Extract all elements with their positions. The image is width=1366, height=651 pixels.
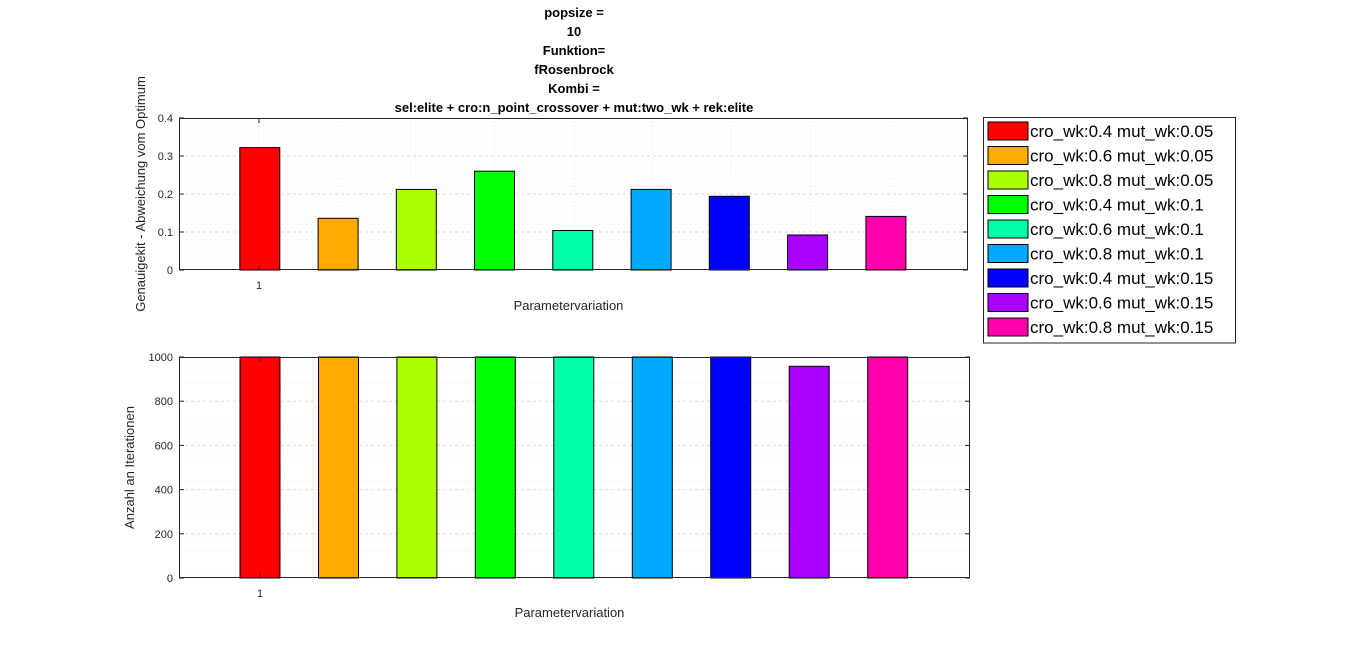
title-line: sel:elite + cro:n_point_crossover + mut:… — [395, 100, 754, 115]
x-axis-label: Parametervariation — [515, 605, 625, 620]
legend-swatch — [987, 170, 1029, 190]
bar-9 — [867, 356, 909, 579]
y-tick-label: 0.3 — [158, 151, 173, 163]
axes-box — [179, 357, 970, 578]
legend: cro_wk:0.4 mut_wk:0.05 cro_wk:0.6 mut_wk:… — [983, 117, 1236, 344]
bar-2 — [318, 356, 359, 579]
iterations-chart: 0 200 400 600 800 1000 1 Parametervariation Anza… — [122, 352, 970, 620]
legend-entry: cro_wk:0.8 mut_wk:0.15 — [1030, 318, 1213, 337]
legend-entry: cro_wk:0.6 mut_wk:0.15 — [1030, 294, 1213, 313]
title-line: popsize = — [544, 5, 604, 20]
bar-5 — [553, 356, 595, 579]
legend-swatch — [987, 317, 1029, 337]
bar-1 — [239, 356, 281, 579]
y-tick-label: 800 — [155, 396, 173, 408]
y-tick-label: 0 — [167, 573, 173, 585]
legend-entry: cro_wk:0.4 mut_wk:0.15 — [1030, 269, 1213, 288]
bar-3 — [395, 188, 437, 271]
legend-entry: cro_wk:0.4 mut_wk:0.05 — [1030, 122, 1213, 141]
legend-entry: cro_wk:0.6 mut_wk:0.1 — [1030, 220, 1204, 239]
legend-swatch — [987, 293, 1029, 312]
title-line: Funktion= — [543, 43, 606, 58]
x-tick-label: 1 — [257, 588, 263, 600]
legend-entry: cro_wk:0.6 mut_wk:0.05 — [1030, 147, 1213, 166]
bar-3 — [396, 356, 438, 579]
legend-swatch — [987, 268, 1029, 288]
axes-box — [179, 118, 968, 270]
bar-8 — [787, 234, 829, 271]
title-line: fRosenbrock — [534, 62, 614, 77]
y-tick-label: 600 — [155, 440, 173, 452]
bar-4 — [474, 170, 515, 271]
title-line: Kombi = — [548, 81, 600, 96]
bar-8 — [788, 365, 830, 579]
bar-7 — [710, 356, 752, 579]
bar-9 — [865, 215, 907, 271]
bar-5 — [552, 230, 594, 271]
legend-swatch — [987, 146, 1029, 165]
legend-swatch — [987, 195, 1029, 214]
legend-swatch — [987, 244, 1029, 263]
chart-title: popsize = 10 Funktion= fRosenbrock Kombi = se… — [395, 5, 754, 115]
y-axis-label: Genauigekit - Abweichung vom Optimum — [133, 76, 148, 312]
y-tick-label: 200 — [155, 529, 173, 541]
y-tick-label: 1000 — [149, 352, 173, 364]
legend-entry: cro_wk:0.4 mut_wk:0.1 — [1030, 196, 1204, 215]
legend-swatch — [987, 121, 1029, 141]
y-axis-label: Anzahl an Iterationen — [122, 406, 137, 529]
legend-entry: cro_wk:0.8 mut_wk:0.1 — [1030, 245, 1204, 264]
y-tick-label: 0.2 — [158, 189, 173, 201]
legend-entry: cro_wk:0.8 mut_wk:0.05 — [1030, 171, 1213, 190]
bar-1 — [239, 147, 281, 271]
bar-4 — [474, 356, 516, 579]
bar-6 — [630, 188, 672, 271]
bar-7 — [708, 195, 750, 271]
bar-6 — [631, 356, 673, 579]
y-tick-label: 0 — [167, 265, 173, 277]
bar-2 — [317, 217, 359, 271]
legend-swatch — [987, 219, 1029, 239]
y-tick-label: 0.1 — [158, 227, 173, 239]
title-line: 10 — [567, 24, 581, 39]
x-axis-label: Parametervariation — [514, 298, 624, 313]
y-tick-label: 400 — [155, 485, 173, 497]
accuracy-chart: 0 0.1 0.2 0.3 0.4 1 Parametervariation Genauige… — [133, 76, 968, 313]
x-tick-label: 1 — [256, 280, 262, 292]
y-tick-label: 0.4 — [158, 113, 173, 125]
